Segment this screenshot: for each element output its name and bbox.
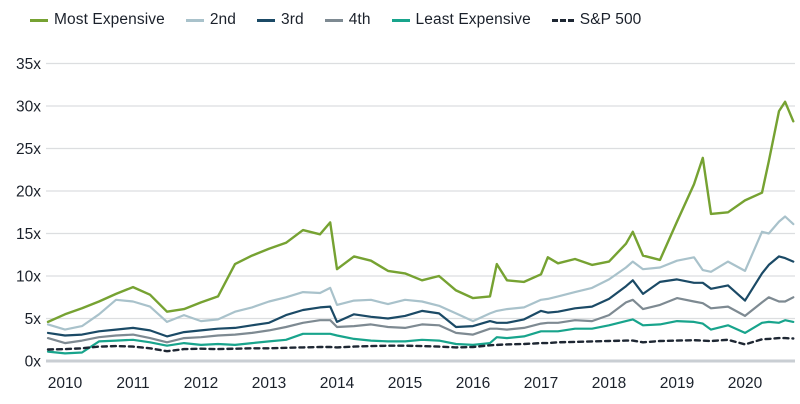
legend-item-most-expensive: Most Expensive <box>30 11 165 29</box>
legend-label: Most Expensive <box>54 11 165 28</box>
series-2nd <box>46 215 795 331</box>
y-tick-30x: 30x <box>16 99 41 116</box>
y-tick-0x: 0x <box>25 354 42 371</box>
chart-legend: Most Expensive 2nd 3rd 4th Least Expensive S&… <box>30 8 641 32</box>
y-tick-5x: 5x <box>25 311 42 328</box>
legend-item-2nd: 2nd <box>185 11 236 29</box>
y-tick-35x: 35x <box>16 56 41 73</box>
legend-label: Least Expensive <box>415 11 531 28</box>
legend-item-least-expensive: Least Expensive <box>391 11 531 29</box>
legend-label: 2nd <box>209 11 236 28</box>
x-tick-2015: 2015 <box>388 375 422 392</box>
legend-swatch-least-expensive-line-icon <box>391 18 410 22</box>
x-tick-2017: 2017 <box>524 375 558 392</box>
x-tick-2014: 2014 <box>320 375 355 392</box>
series-s-p-500 <box>46 336 795 353</box>
series-3rd <box>46 255 795 338</box>
x-tick-2020: 2020 <box>728 375 763 392</box>
x-tick-2010: 2010 <box>48 375 83 392</box>
x-tick-2016: 2016 <box>456 375 490 392</box>
legend-label: 3rd <box>280 11 304 28</box>
legend-swatch-s-p-500-dashed-line-icon <box>551 18 574 22</box>
legend-item-3rd: 3rd <box>256 11 304 29</box>
series-least-expensive <box>46 318 795 355</box>
x-tick-2018: 2018 <box>592 375 626 392</box>
legend-item-s-p-500: S&P 500 <box>551 11 642 29</box>
x-tick-2012: 2012 <box>184 375 218 392</box>
legend-item-4th: 4th <box>324 11 371 29</box>
series-4th <box>46 296 795 345</box>
x-tick-2011: 2011 <box>116 375 149 392</box>
x-tick-2013: 2013 <box>252 375 286 392</box>
y-tick-10x: 10x <box>16 269 41 286</box>
legend-swatch-4th-line-icon <box>324 18 343 22</box>
legend-swatch-2nd-line-icon <box>185 18 204 22</box>
legend-swatch-most-expensive-line-icon <box>30 18 48 22</box>
legend-label: S&P 500 <box>579 11 642 28</box>
y-tick-15x: 15x <box>16 226 41 243</box>
y-tick-20x: 20x <box>16 184 41 201</box>
legend-swatch-3rd-line-icon <box>256 18 275 22</box>
legend-label: 4th <box>348 11 371 28</box>
series-most-expensive <box>46 100 795 324</box>
x-tick-2019: 2019 <box>660 375 694 392</box>
y-tick-25x: 25x <box>16 141 41 158</box>
